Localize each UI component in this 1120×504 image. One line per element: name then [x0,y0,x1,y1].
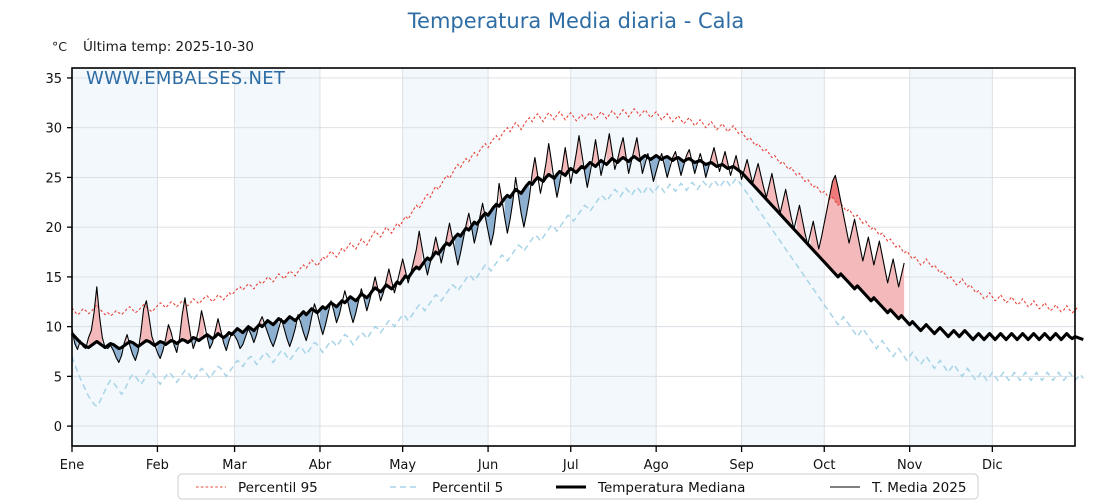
below-median-fill [333,300,343,323]
above-median-fill [562,147,568,176]
plot-frame [71,67,1076,447]
above-median-fill [179,297,191,343]
x-tick-label: Mar [222,458,247,473]
below-median-fill [471,222,478,244]
x-tick-label: Jul [562,458,579,473]
x-tick-label: May [389,458,416,473]
chart-legend: Percentil 95 Percentil 5 Temperatura Media… [177,473,979,500]
y-axis-unit-label: °C [52,39,67,54]
last-temp-subtitle: Última temp: 2025-10-30 [83,37,254,55]
y-tick-label: 30 [45,122,62,137]
below-median-fill [485,204,497,246]
temperatura-mediana-line [70,153,1084,351]
above-median-fill [215,318,221,337]
y-axis: 0 5 10 15 20 25 30 35 [45,72,72,435]
y-tick-label: 10 [45,321,62,336]
month-band [72,68,158,446]
month-band [570,68,657,446]
below-median-fill [455,232,464,265]
above-median-fill [810,175,905,319]
percentil-95-line [71,107,1079,317]
below-median-fill [364,294,370,311]
x-axis: Ene Feb Mar Abr May Jun Jul Ago Sep Oct Nov Dic [60,446,1003,473]
x-tick-label: Dic [982,458,1003,473]
below-median-fill [650,155,659,182]
above-median-fill [446,223,453,246]
legend-label: Percentil 95 [238,480,318,496]
legend-label: Percentil 5 [432,480,503,496]
month-background-bands [72,68,993,446]
legend-label: T. Media 2025 [871,480,966,496]
x-tick-label: Sep [729,458,754,473]
above-median-fill [592,139,599,167]
x-tick-label: Abr [309,458,332,473]
legend-label: Temperatura Mediana [597,480,745,496]
y-tick-label: 25 [45,171,62,186]
above-median-fill [606,133,613,165]
below-median-fill [319,305,329,335]
x-tick-label: Ene [60,458,84,473]
x-tick-label: Nov [897,458,923,473]
x-tick-label: Ago [644,458,669,473]
y-tick-label: 15 [45,271,62,286]
above-median-fill [573,135,582,173]
below-median-fill [284,316,296,347]
below-median-fill [691,160,698,174]
y-tick-label: 35 [45,72,62,87]
page-title: Temperatura Media diaria - Cala [407,9,744,33]
y-tick-label: 5 [54,370,62,385]
y-tick-label: 0 [54,420,62,435]
watermark-label: WWW.EMBALSES.NET [86,68,286,89]
x-tick-label: Jun [477,458,498,473]
month-band [234,68,320,446]
above-median-fill [386,268,392,289]
month-band [909,68,993,446]
gridlines [72,68,1075,446]
below-median-fill [424,257,431,275]
above-median-fill [543,143,552,182]
below-median-fill [504,193,513,234]
above-median-fill [634,137,640,161]
x-tick-label: Oct [813,458,835,473]
y-tick-label: 20 [45,221,62,236]
above-median-fill [88,286,103,348]
t-media-2025-line [71,133,905,363]
month-band [741,68,825,446]
below-median-fill [703,162,709,178]
below-median-fill [347,296,359,323]
x-tick-label: Feb [146,458,169,473]
